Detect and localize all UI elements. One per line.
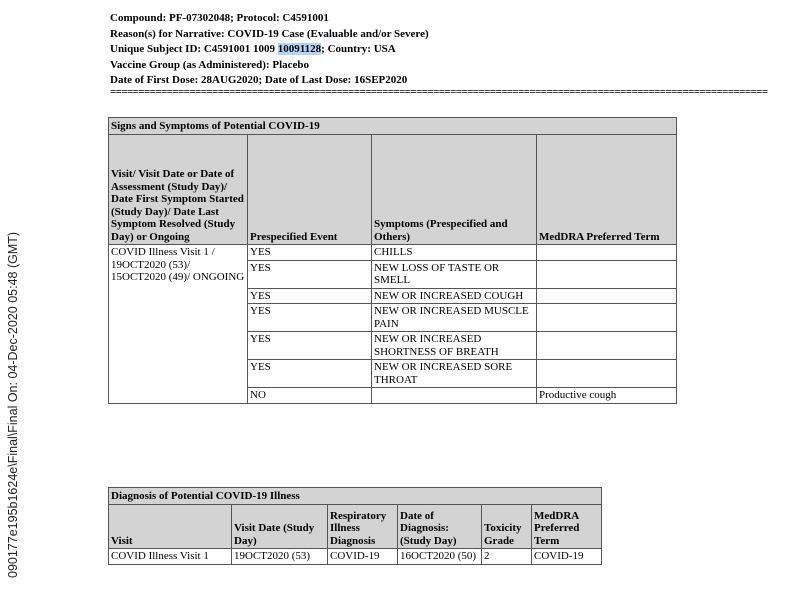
compound-line: Compound: PF-07302048; Protocol: C459100… — [110, 12, 329, 24]
table-row: YES NEW OR INCREASED SORE THROAT — [109, 359, 678, 388]
narrative-header: Compound: PF-07302048; Protocol: C459100… — [110, 11, 429, 89]
symptoms-table: Signs and Symptoms of Potential COVID-19… — [107, 117, 678, 404]
table-row: COVID Illness Visit 1 / 19OCT2020 (53)/ … — [108, 244, 678, 404]
column-header: Visit — [108, 504, 232, 549]
table-row: NO Productive cough — [109, 387, 678, 404]
column-header: Toxicity Grade — [481, 504, 532, 549]
table-row: YES NEW LOSS OF TASTE OR SMELL — [109, 259, 678, 289]
table-row: YES NEW OR INCREASED COUGH — [109, 287, 678, 304]
column-header: Visit/ Visit Date or Date of Assessment … — [108, 134, 248, 245]
diagnosis-table: Diagnosis of Potential COVID-19 Illness … — [107, 487, 603, 565]
highlighted-subject-id: 10091128 — [277, 43, 322, 55]
side-stamp: 090177e195b1624e\Final\Final On: 04-Dec-… — [6, 231, 20, 578]
dose-dates-line: Date of First Dose: 28AUG2020; Date of L… — [110, 74, 408, 86]
table-row: YES NEW OR INCREASED SHORTNESS OF BREATH — [109, 331, 678, 360]
column-header: MedDRA Preferred Term — [535, 134, 678, 245]
table-title: Diagnosis of Potential COVID-19 Illness — [107, 487, 603, 505]
column-header: Respiratory Illness Diagnosis — [327, 504, 398, 549]
table-row: COVID Illness Visit 1 19OCT2020 (53) COV… — [108, 548, 603, 565]
subject-line: Unique Subject ID: C4591001 1009 1009112… — [110, 43, 396, 55]
separator: ========================================… — [110, 86, 768, 98]
column-header: Symptoms (Prespecified and Others) — [371, 134, 537, 245]
visit-cell: COVID Illness Visit 1 / 19OCT2020 (53)/ … — [108, 244, 248, 404]
reason-line: Reason(s) for Narrative: COVID-19 Case (… — [110, 27, 429, 40]
column-header: Visit Date (Study Day) — [231, 504, 328, 549]
column-header: MedDRA Preferred Term — [530, 504, 603, 549]
table-title: Signs and Symptoms of Potential COVID-19 — [107, 117, 678, 135]
column-header: Prespecified Event — [247, 134, 372, 245]
column-header: Date of Diagnosis: (Study Day) — [397, 504, 482, 549]
vaccine-group-line: Vaccine Group (as Administered): Placebo — [110, 58, 310, 71]
